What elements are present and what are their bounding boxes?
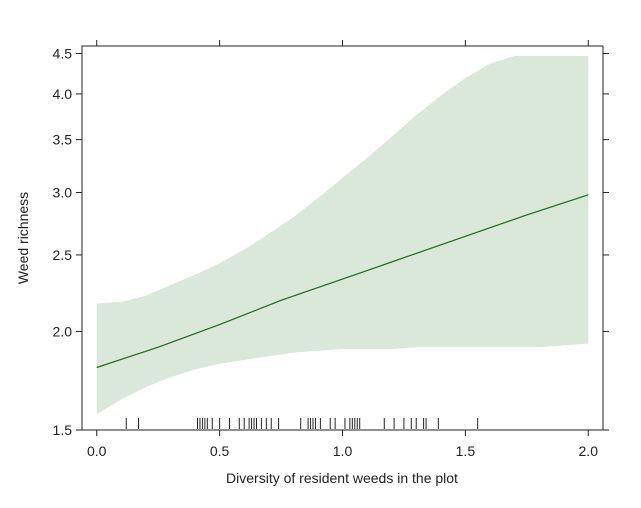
x-tick-label: 1.5: [456, 443, 476, 459]
x-tick-label: 0.0: [87, 443, 107, 459]
y-tick-label: 3.0: [53, 184, 73, 200]
x-axis-label: Diversity of resident weeds in the plot: [226, 470, 458, 486]
x-tick-label: 1.0: [333, 443, 353, 459]
y-tick-label: 4.5: [53, 46, 73, 62]
y-tick-label: 3.5: [53, 132, 73, 148]
fit-line: [96, 194, 589, 369]
confidence-band-layer: [96, 56, 589, 415]
y-axis-label: Weed richness: [15, 192, 31, 284]
y-tick-label: 1.5: [53, 422, 73, 438]
x-tick-label: 0.5: [210, 443, 230, 459]
axes-layer: 0.0 0.5 1.0 1.5 2.0 1.5 2.0 2.5 3.0 3.5 4.0 4.5: [53, 40, 609, 459]
y-tick-label: 4.0: [53, 86, 73, 102]
y-tick-label: 2.5: [53, 247, 73, 263]
fit-line-layer: [96, 194, 589, 369]
confidence-band: [96, 56, 589, 415]
x-tick-label: 2.0: [579, 443, 599, 459]
y-tick-label: 2.0: [53, 323, 73, 339]
rug-layer: [125, 418, 479, 429]
